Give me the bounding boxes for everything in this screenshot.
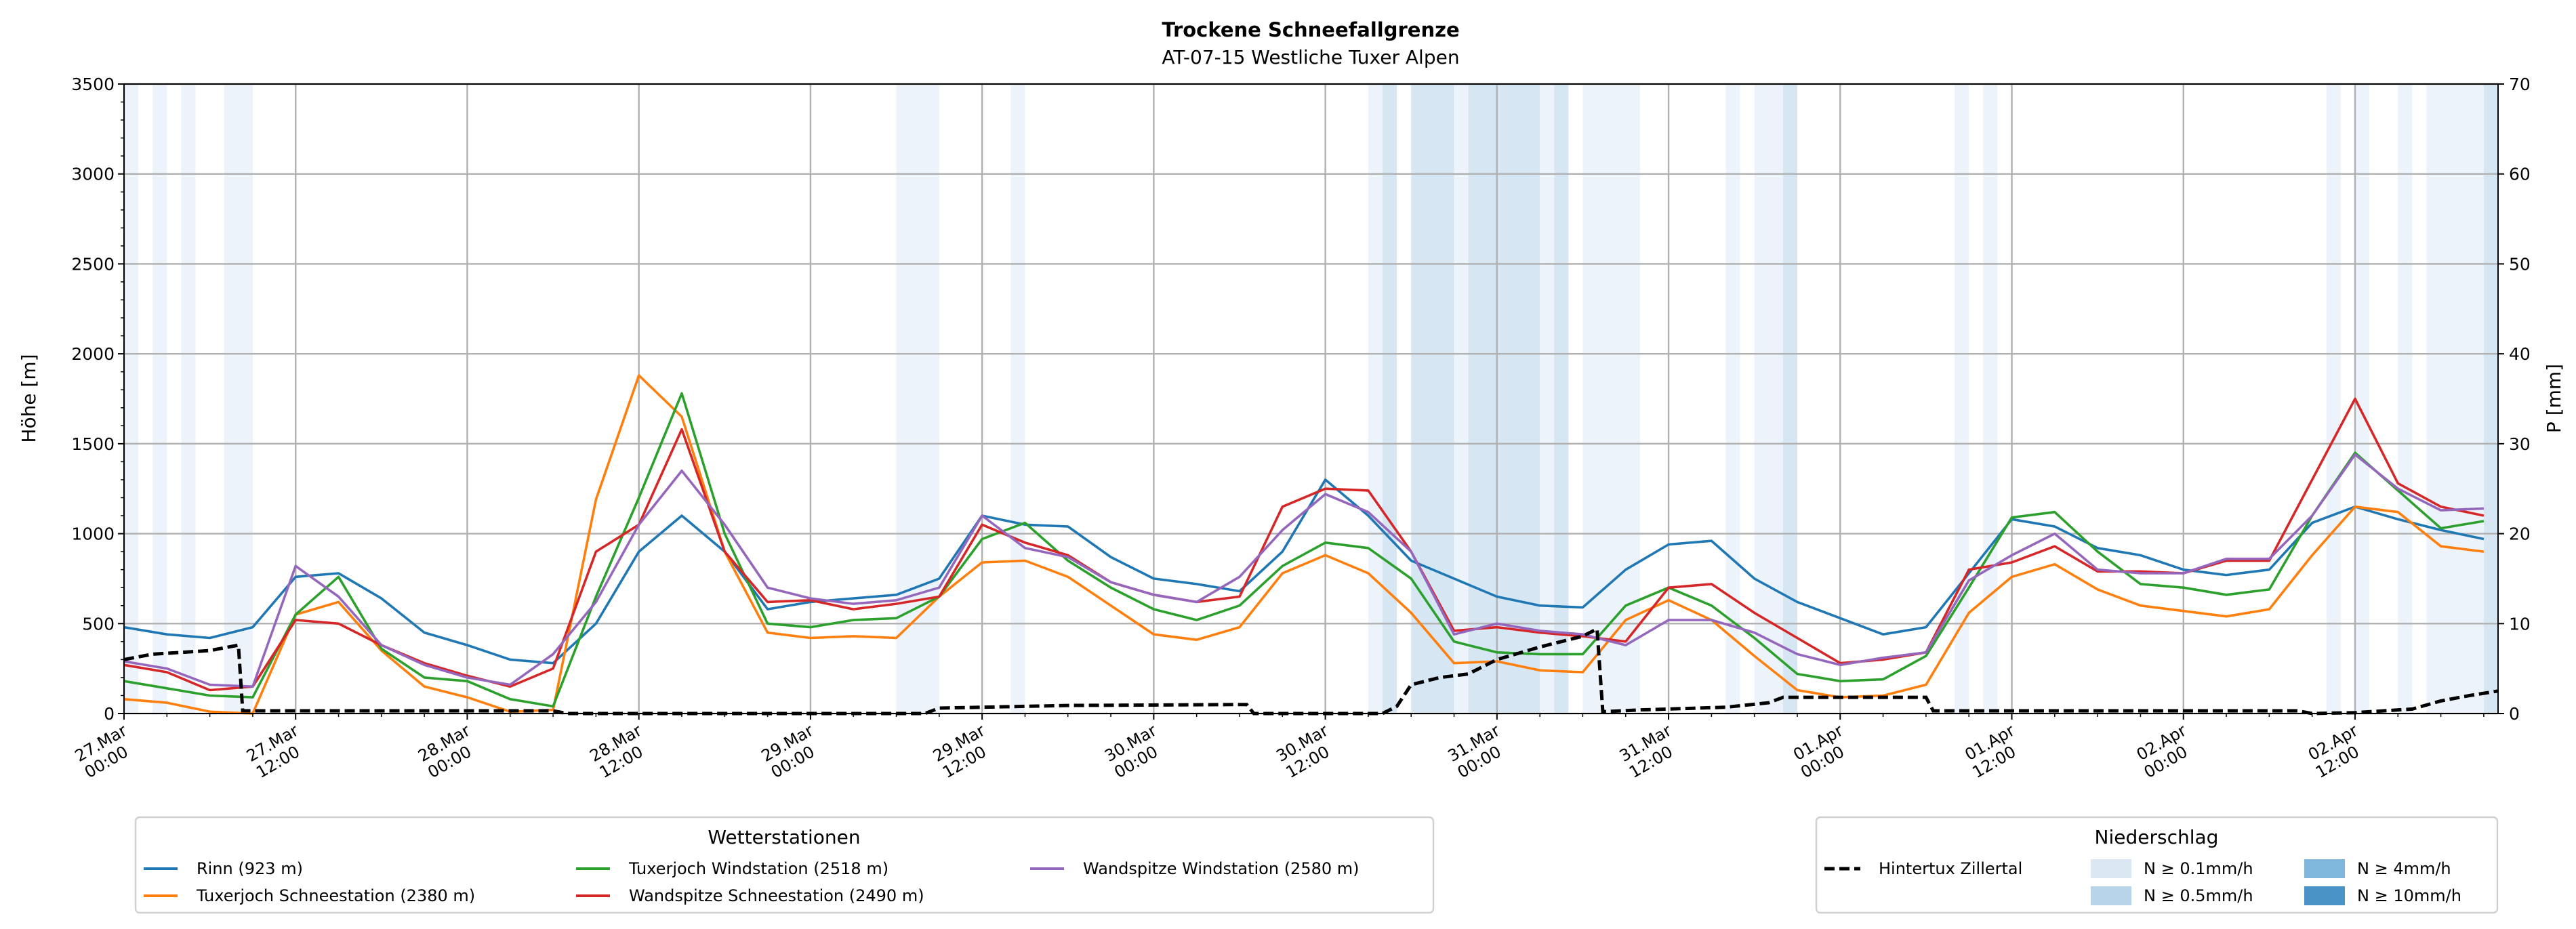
legend-label: Wandspitze Windstation (2580 m) <box>1083 859 1359 878</box>
precip-band <box>224 84 253 714</box>
legend-label: Tuxerjoch Schneestation (2380 m) <box>196 886 475 905</box>
series-line-2 <box>123 392 2485 708</box>
y2-tick-label: 0 <box>2509 704 2520 724</box>
grid-lines <box>123 83 2498 715</box>
series-line-3 <box>123 397 2485 692</box>
precip-band <box>2326 84 2341 714</box>
legend-swatch-precip <box>2091 886 2131 905</box>
legend-swatch-precip <box>2304 886 2345 905</box>
precip-band <box>1754 84 1783 714</box>
precip-bands <box>124 84 2498 714</box>
precip-band <box>2398 84 2413 714</box>
y-tick-label: 3000 <box>71 165 115 184</box>
y-tick-label: 0 <box>104 704 115 724</box>
y2-tick-label: 20 <box>2509 524 2531 544</box>
precip-band <box>1554 84 1569 714</box>
plot-frame <box>123 83 2499 714</box>
precip-band <box>1955 84 1969 714</box>
legend-stations: Wetterstationen Rinn (923 m) Tuxerjoch Sch… <box>134 816 1435 914</box>
precip-band <box>1782 84 1797 714</box>
precip-band <box>2354 84 2370 714</box>
y2-tick-label: 70 <box>2509 75 2531 94</box>
precip-band <box>181 84 196 714</box>
y-tick-label: 1000 <box>71 524 115 544</box>
legend-label: N ≥ 10mm/h <box>2357 886 2461 905</box>
precip-band <box>1983 84 1998 714</box>
y2-tick-label: 50 <box>2509 254 2531 274</box>
y2-axis-label: P [mm] <box>2543 364 2565 433</box>
y-axis-label: Höhe [m] <box>18 354 40 442</box>
legend-label: N ≥ 0.1mm/h <box>2144 859 2253 878</box>
legend-precipitation: Niederschlag Hintertux Zillertal N ≥ 0.1mm… <box>1815 816 2499 914</box>
legend-label: N ≥ 4mm/h <box>2357 859 2451 878</box>
chart-title: Trockene Schneefallgrenze <box>1162 18 1459 41</box>
precip-band <box>1454 84 1469 714</box>
precip-band <box>152 84 167 714</box>
series-lines <box>123 374 2499 716</box>
precip-band <box>1540 84 1555 714</box>
legend-label: N ≥ 0.5mm/h <box>2144 886 2253 905</box>
y-tick-label: 3500 <box>71 75 115 94</box>
legend-label: Hintertux Zillertal <box>1879 859 2022 878</box>
series-line-1 <box>123 374 2485 715</box>
y2-tick-label: 40 <box>2509 344 2531 364</box>
legend-label: Wandspitze Schneestation (2490 m) <box>629 886 924 905</box>
y-tick-label: 1500 <box>71 434 115 454</box>
y2-tick-label: 60 <box>2509 165 2531 184</box>
precip-band <box>1368 84 1383 714</box>
y-tick-label: 2000 <box>71 344 115 364</box>
axes: 0 500 1000 1500 2000 2500 3000 3500 0 10 20 30 40 50 6… <box>71 75 2530 782</box>
y-tick-label: 2500 <box>71 254 115 274</box>
legend-swatch-precip <box>2304 859 2345 878</box>
y2-tick-label: 10 <box>2509 614 2531 634</box>
legend-title: Wetterstationen <box>708 826 860 848</box>
legend-title: Niederschlag <box>2095 826 2219 848</box>
precip-band <box>2483 84 2498 714</box>
legend-swatch-precip <box>2091 859 2131 878</box>
precip-band <box>1010 84 1025 714</box>
series-line-4 <box>123 453 2484 688</box>
precip-band <box>1383 84 1397 714</box>
precip-band <box>1468 84 1540 714</box>
precip-band <box>1582 84 1640 714</box>
precip-band <box>896 84 939 714</box>
precip-band <box>2426 84 2484 714</box>
y2-tick-label: 30 <box>2509 434 2531 454</box>
legend-label: Rinn (923 m) <box>197 859 303 878</box>
y-tick-label: 500 <box>82 614 115 634</box>
precip-band <box>124 84 139 714</box>
precip-cumulative-line <box>123 626 2499 716</box>
chart-subtitle: AT-07-15 Westliche Tuxer Alpen <box>1162 46 1459 68</box>
legend-label: Tuxerjoch Windstation (2518 m) <box>628 859 888 878</box>
legend-box <box>134 816 1435 914</box>
